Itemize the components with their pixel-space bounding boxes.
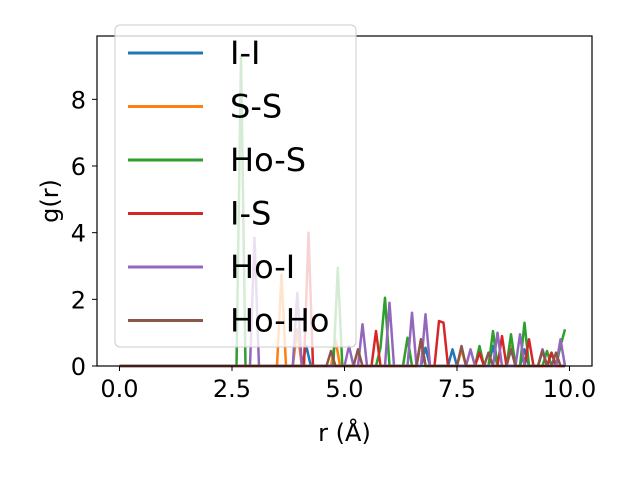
y-axis: 0 2 4 6 8	[71, 86, 97, 381]
legend-label: Ho-S	[230, 141, 306, 179]
legend-box	[114, 24, 357, 348]
y-tick-label: 2	[71, 286, 86, 314]
legend-label: Ho-I	[230, 248, 295, 286]
y-tick-label: 0	[71, 353, 86, 381]
y-tick-label: 4	[71, 220, 86, 248]
y-tick-label: 8	[71, 86, 86, 114]
legend-label: I-S	[230, 195, 271, 233]
x-axis: 0.0 2.5 5.0 7.5 10.0	[100, 366, 596, 403]
x-tick-label: 0.0	[100, 375, 138, 403]
legend-label: I-I	[230, 34, 260, 72]
legend-label: S-S	[230, 88, 282, 126]
y-axis-label: g(r)	[36, 179, 64, 223]
legend-label: Ho-Ho	[230, 302, 329, 340]
x-axis-label: r (Å)	[318, 418, 371, 447]
legend: I-I S-S Ho-S I-S Ho-I Ho-Ho	[114, 24, 357, 348]
y-tick-label: 6	[71, 153, 86, 181]
x-tick-label: 10.0	[543, 375, 596, 403]
x-tick-label: 7.5	[438, 375, 476, 403]
x-tick-label: 2.5	[213, 375, 251, 403]
x-tick-label: 5.0	[325, 375, 363, 403]
